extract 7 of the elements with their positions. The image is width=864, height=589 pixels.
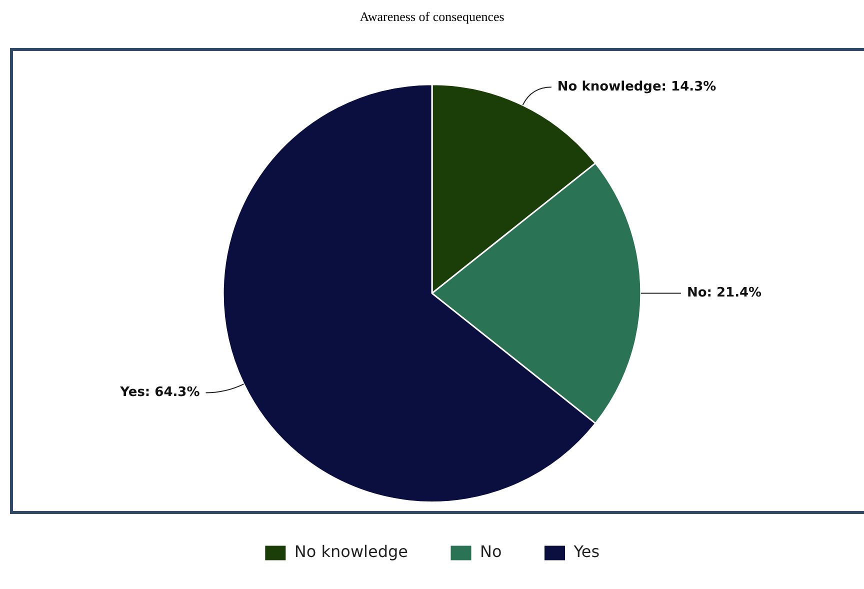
legend-label: No: [480, 542, 502, 562]
data-label: No: 21.4%: [686, 286, 762, 301]
data-label: Yes: 64.3%: [119, 385, 200, 400]
legend-label: No knowledge: [294, 542, 408, 562]
data-label: No knowledge: 14.3%: [557, 79, 716, 94]
chart-title: Awareness of consequences: [360, 9, 504, 24]
legend-label: Yes: [572, 542, 600, 562]
